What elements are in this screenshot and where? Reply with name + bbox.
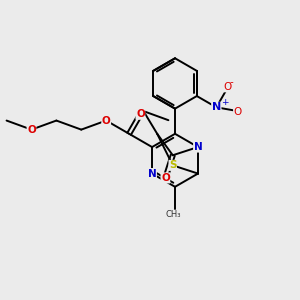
Text: O: O	[102, 116, 111, 126]
Text: N: N	[194, 142, 202, 152]
Text: N: N	[148, 169, 157, 178]
Text: O: O	[224, 82, 232, 92]
Text: O: O	[136, 109, 145, 119]
Text: O: O	[233, 107, 242, 117]
Text: O: O	[161, 173, 170, 183]
Text: S: S	[169, 160, 176, 170]
Text: +: +	[221, 98, 229, 107]
Text: O: O	[27, 124, 36, 135]
Text: CH₃: CH₃	[166, 210, 181, 219]
Text: N: N	[212, 102, 221, 112]
Text: -: -	[230, 77, 233, 87]
